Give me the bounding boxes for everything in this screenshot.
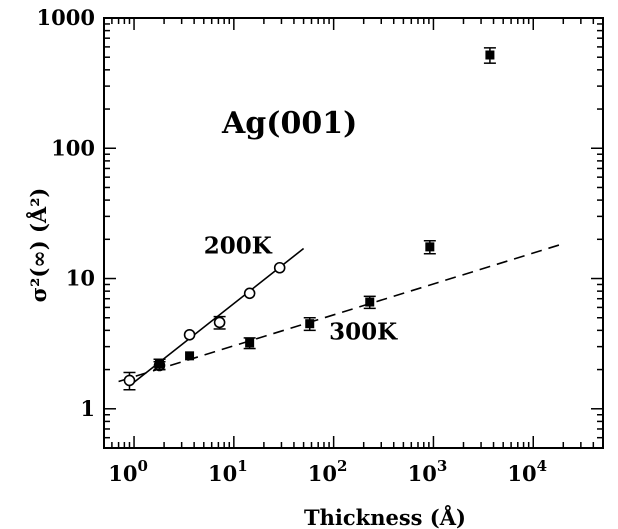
data-point-300K	[185, 351, 195, 361]
data-point-200K	[123, 371, 136, 391]
x-axis-label: Thickness (Å)	[304, 505, 466, 529]
series-labels: 200K 300K	[204, 233, 398, 346]
marker-filled-square	[185, 351, 195, 361]
series-label-300K: 300K	[329, 319, 398, 346]
marker-open-circle	[273, 261, 286, 274]
data-point-300K	[483, 47, 496, 64]
marker-filled-square	[425, 242, 435, 252]
axes: 100 101 102 103 104 1 10 100 1000	[37, 5, 604, 486]
marker-filled-square	[365, 297, 375, 307]
marker-filled-square	[245, 338, 255, 348]
data-point-200K	[243, 287, 256, 300]
y-tick-label: 1	[80, 396, 95, 421]
y-tick-label: 100	[51, 135, 95, 160]
data-point-300K	[153, 358, 166, 371]
data-point-200K	[273, 261, 286, 274]
y-tick-label: 10	[66, 266, 95, 291]
marker-filled-square	[485, 50, 495, 60]
data-markers	[123, 47, 496, 391]
data-point-200K	[213, 315, 226, 330]
plot-frame	[103, 17, 604, 449]
marker-open-circle	[213, 316, 226, 329]
data-point-300K	[363, 295, 376, 310]
x-tick-label: 101	[208, 457, 248, 486]
data-point-300K	[423, 239, 436, 255]
x-tick-label: 104	[507, 457, 547, 486]
marker-open-circle	[123, 374, 136, 387]
fit-lines	[118, 242, 564, 387]
marker-open-circle	[243, 287, 256, 300]
x-tick-label: 103	[408, 457, 448, 486]
x-tick-label: 100	[108, 457, 148, 486]
series-label-200K: 200K	[204, 233, 273, 260]
data-point-300K	[303, 316, 316, 332]
marker-filled-square	[155, 359, 165, 369]
chart-title: Ag(001)	[221, 106, 357, 141]
y-axis-label: σ²(∞) (Å²)	[26, 188, 51, 303]
x-tick-label: 102	[308, 457, 348, 486]
data-point-200K	[183, 328, 196, 341]
fit-line-300K	[118, 242, 564, 383]
data-point-300K	[243, 337, 256, 350]
marker-filled-square	[305, 319, 315, 329]
marker-open-circle	[183, 328, 196, 341]
y-tick-label: 1000	[37, 5, 95, 30]
